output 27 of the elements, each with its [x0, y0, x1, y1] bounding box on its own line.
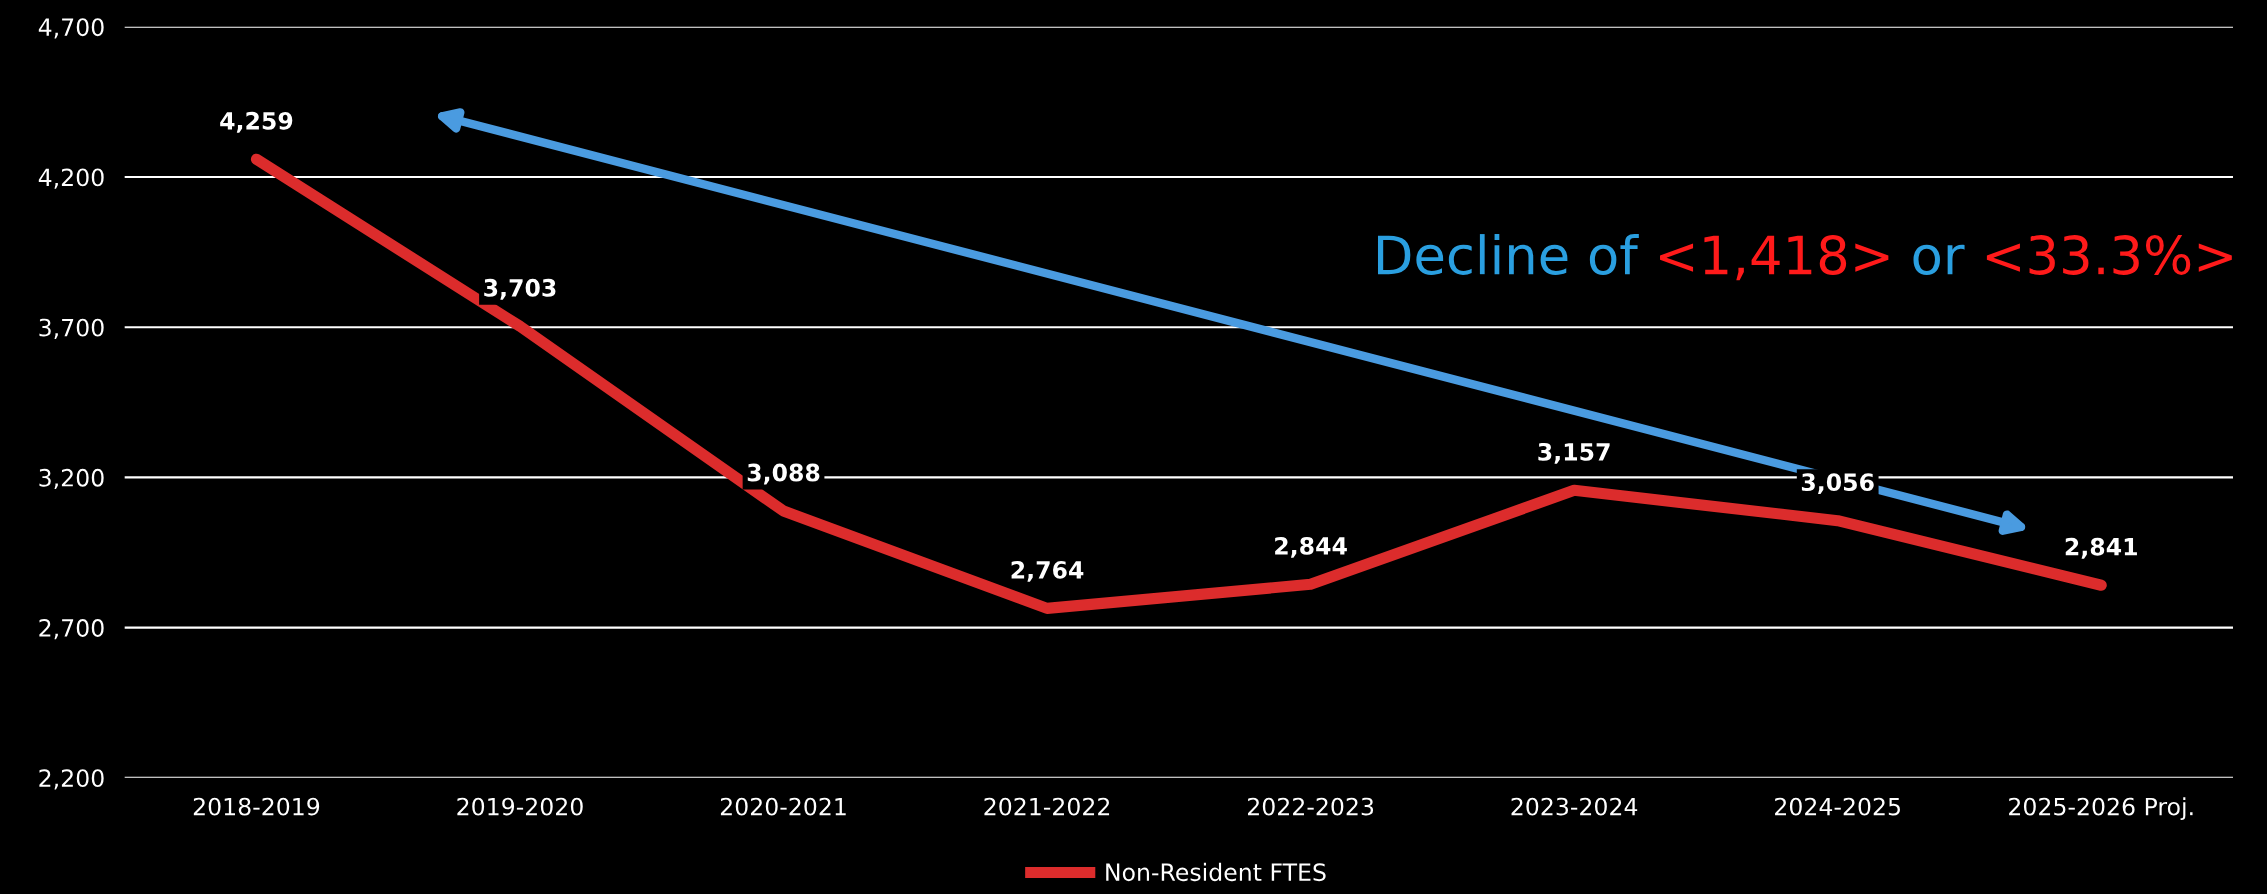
y-tick-label: 3,700 — [39, 318, 104, 339]
data-label: 4,259 — [220, 111, 293, 133]
y-tick-label: 3,200 — [39, 468, 104, 490]
x-tick-label: 2019-2020 — [457, 797, 583, 816]
y-tick-label: 4,200 — [38, 168, 104, 189]
x-tick-label: 2023-2024 — [1511, 797, 1638, 816]
annotation: Decline of — [1377, 234, 1639, 275]
data-label: 2,841 — [2065, 537, 2137, 559]
x-tick-label: 2020-2021 — [720, 797, 846, 816]
x-tick-label: 2021-2022 — [984, 797, 1110, 816]
legend-label: Non-Resident FTES — [1106, 862, 1326, 882]
y-tick-label: 2,700 — [39, 619, 104, 640]
data-label: 3,703 — [484, 278, 556, 300]
x-tick-label: 2024-2025 — [1775, 797, 1900, 816]
data-label: 3,088 — [747, 463, 820, 485]
x-tick-label: 2025-2026 Proj. — [2009, 797, 2193, 821]
data-label: 2,764 — [1011, 560, 1084, 582]
annotation: <33.3%> — [1986, 235, 2232, 275]
y-tick-label: 2,200 — [39, 769, 104, 790]
x-tick-label: 2022-2023 — [1247, 797, 1374, 816]
data-label: 3,056 — [1801, 473, 1874, 495]
annotation: <1,418> — [1660, 235, 1889, 281]
data-label: 3,157 — [1538, 442, 1610, 464]
data-label: 2,844 — [1275, 536, 1347, 558]
annotation: or — [1913, 244, 1965, 275]
x-tick-label: 2018-2019 — [193, 797, 320, 816]
y-tick-label: 4,700 — [38, 18, 104, 39]
